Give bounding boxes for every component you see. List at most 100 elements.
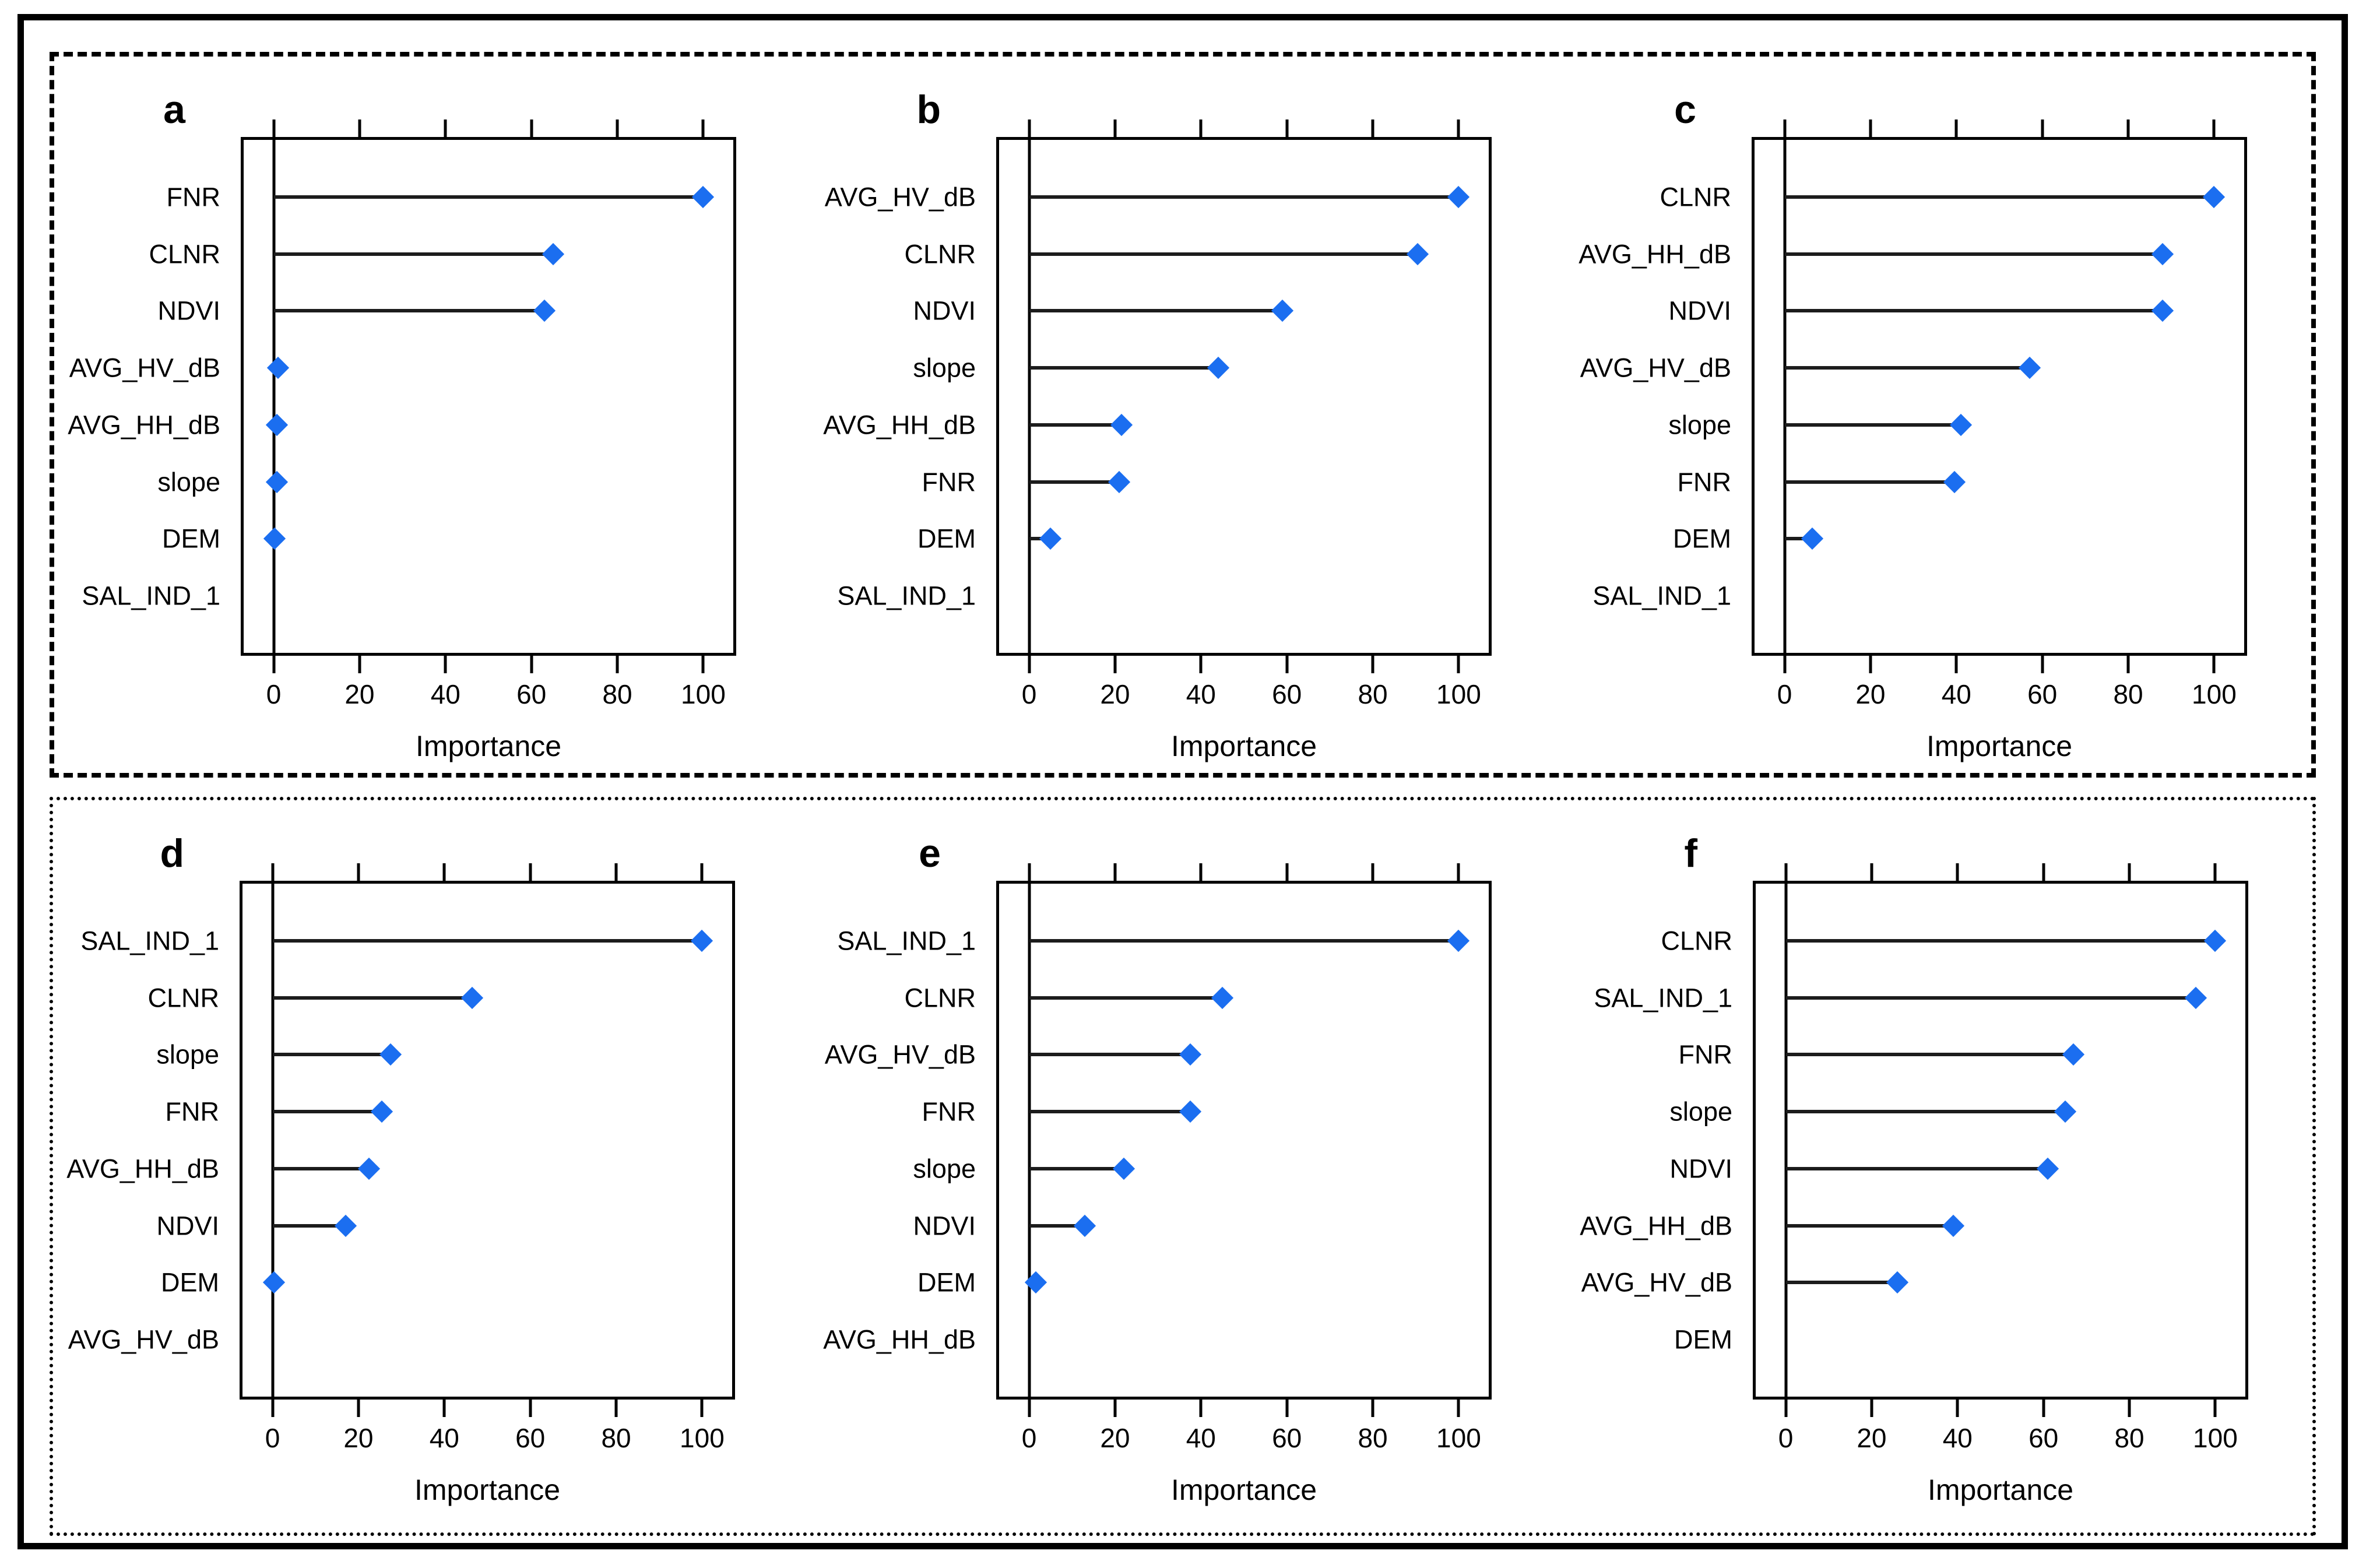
data-point-diamond: [1179, 1043, 1201, 1066]
data-point-diamond: [1110, 413, 1133, 436]
x-axis-tick-label: 100: [2192, 679, 2237, 709]
stem-line: [1029, 366, 1218, 370]
x-axis-tick-label: 20: [1857, 1423, 1887, 1453]
y-axis-label: AVG_HH_dB: [1578, 239, 1731, 269]
stem-line: [1785, 1053, 2074, 1057]
data-point-diamond: [2054, 1101, 2076, 1123]
x-axis-tick-bottom: [1199, 1400, 1203, 1417]
x-axis-tick-bottom: [1783, 656, 1787, 673]
x-axis-tick-top: [357, 863, 360, 881]
y-axis-label: DEM: [917, 1267, 976, 1298]
x-axis-tick-label: 40: [1942, 1423, 1973, 1453]
x-axis-tick-label: 0: [1021, 1423, 1037, 1453]
x-axis-tick-label: 40: [429, 1423, 459, 1453]
x-axis-tick-bottom: [442, 1400, 446, 1417]
x-axis-tick-label: 0: [266, 679, 282, 709]
data-point-diamond: [2185, 986, 2207, 1009]
x-axis-title: Importance: [415, 730, 562, 762]
data-point-diamond: [2018, 357, 2041, 379]
x-axis-tick-bottom: [530, 656, 533, 673]
x-axis-tick-label: 0: [265, 1423, 280, 1453]
panel-letter: b: [916, 87, 941, 132]
stem-line: [1029, 1053, 1190, 1057]
stem-line: [1029, 938, 1459, 943]
panel-e: e 0 20 40 60 80 100 Importance SAL_IND_1 CLNR AVG_…: [815, 812, 1524, 1532]
x-axis-tick-bottom: [2042, 1400, 2045, 1417]
x-axis-title: Importance: [1170, 1474, 1317, 1506]
zero-axis-line: [1028, 140, 1031, 653]
x-axis-tick-bottom: [272, 656, 276, 673]
x-axis-tick-bottom: [2213, 1400, 2217, 1417]
data-point-diamond: [1271, 300, 1294, 322]
x-axis-tick-label: 0: [1021, 679, 1037, 709]
data-point-diamond: [262, 1271, 285, 1294]
x-axis-tick-top: [1783, 119, 1787, 137]
y-axis-label: FNR: [1677, 467, 1731, 497]
y-axis-label: SAL_IND_1: [837, 926, 976, 956]
x-axis-tick-bottom: [1371, 656, 1374, 673]
x-axis-tick-label: 100: [2193, 1423, 2238, 1453]
x-axis-tick-bottom: [357, 1400, 360, 1417]
data-point-diamond: [2203, 185, 2226, 208]
stem-line: [1784, 252, 2163, 256]
x-axis-title: Importance: [1926, 730, 2073, 762]
x-axis-tick-top: [1371, 863, 1374, 881]
x-axis-tick-label: 80: [1358, 679, 1388, 709]
x-axis-tick-bottom: [358, 656, 361, 673]
y-axis-label: slope: [913, 353, 976, 383]
x-axis-tick-top: [1113, 119, 1117, 137]
data-point-diamond: [266, 413, 289, 436]
x-axis-tick-bottom: [1371, 1400, 1374, 1417]
x-axis-tick-top: [2212, 119, 2216, 137]
x-axis-tick-label: 0: [1778, 1423, 1794, 1453]
data-point-diamond: [1886, 1271, 1909, 1294]
x-axis-tick-label: 100: [680, 1423, 725, 1453]
x-axis-tick-top: [1954, 119, 1958, 137]
outer-border: a 0 20 40 60 80 100 Importance FNR CLNR NDVI AVG_HV…: [17, 14, 2348, 1549]
x-axis-tick-label: 100: [1436, 679, 1481, 709]
x-axis-tick-label: 20: [343, 1423, 374, 1453]
stem-line: [1029, 1224, 1085, 1228]
data-point-diamond: [263, 528, 286, 550]
plot-area: a 0 20 40 60 80 100 Importance FNR CLNR NDVI AVG_HV…: [68, 90, 736, 761]
y-axis-label: AVG_HH_dB: [823, 1324, 976, 1355]
stem-line: [1029, 480, 1120, 484]
data-point-diamond: [1447, 185, 1470, 208]
y-axis-label: FNR: [1678, 1039, 1732, 1070]
x-axis-tick-top: [1199, 863, 1203, 881]
data-point-diamond: [1407, 242, 1429, 265]
panel-letter: e: [919, 831, 941, 876]
data-point-diamond: [358, 1157, 381, 1180]
x-axis-tick-bottom: [2041, 656, 2044, 673]
y-axis-label: AVG_HV_dB: [1581, 1267, 1732, 1298]
data-point-diamond: [266, 470, 289, 493]
y-axis-label: AVG_HH_dB: [1580, 1211, 1732, 1241]
y-axis-label: DEM: [161, 1267, 219, 1298]
x-axis-tick-top: [444, 119, 447, 137]
x-axis-tick-bottom: [2212, 656, 2216, 673]
y-axis-label: NDVI: [1669, 1154, 1732, 1184]
y-axis-label: AVG_HH_dB: [66, 1154, 219, 1184]
x-axis-tick-bottom: [1113, 1400, 1117, 1417]
x-axis-tick-top: [616, 119, 619, 137]
x-axis-tick-bottom: [2126, 656, 2130, 673]
x-axis-tick-label: 60: [2027, 679, 2058, 709]
x-axis-tick-bottom: [444, 656, 447, 673]
y-axis-label: slope: [1669, 1096, 1732, 1127]
stem-line: [1784, 309, 2163, 313]
x-axis-tick-bottom: [1285, 656, 1289, 673]
stem-line: [1785, 938, 2216, 943]
stem-line: [272, 938, 702, 943]
y-axis-label: SAL_IND_1: [1594, 983, 1732, 1013]
x-axis-tick-label: 80: [602, 679, 632, 709]
x-axis-tick-label: 80: [2114, 1423, 2144, 1453]
y-axis-label: NDVI: [1668, 296, 1731, 326]
x-axis-tick-bottom: [1784, 1400, 1788, 1417]
y-axis-label: AVG_HV_dB: [824, 182, 976, 212]
x-axis-tick-label: 0: [1777, 679, 1792, 709]
zero-axis-line: [1783, 140, 1787, 653]
y-axis-label: CLNR: [904, 239, 976, 269]
data-point-diamond: [1949, 413, 1972, 436]
data-point-diamond: [334, 1214, 357, 1237]
stem-line: [1784, 195, 2214, 199]
